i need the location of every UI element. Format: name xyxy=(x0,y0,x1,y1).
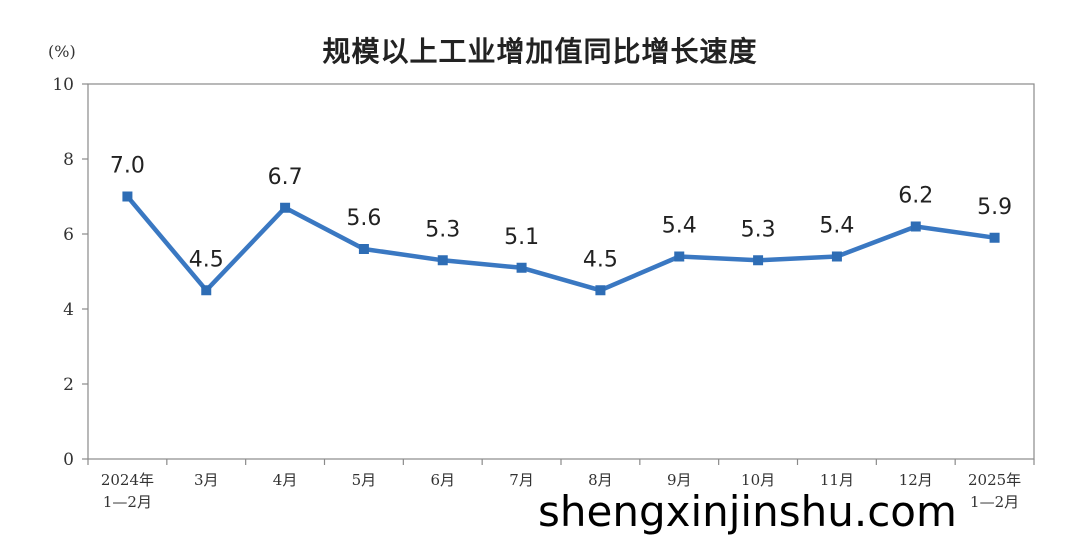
x-tick-label: 5月 xyxy=(352,471,377,489)
data-label: 6.2 xyxy=(898,184,933,209)
data-point xyxy=(595,285,606,296)
chart-title: 规模以上工业增加值同比增长速度 xyxy=(322,35,758,68)
x-tick-label: 8月 xyxy=(588,471,613,489)
x-tick-label: 11月 xyxy=(820,471,854,489)
x-tick-label-line: 1—2月 xyxy=(970,493,1019,511)
x-tick-label-line: 2025年 xyxy=(968,471,1021,489)
data-label: 5.3 xyxy=(741,217,776,242)
data-labels: 7.0 4.5 6.7 5.6 5.3 5.1 4.5 5.4 5.3 5.4 6.2 5.9 xyxy=(110,154,1012,273)
x-ticks: 2024年 1—2月 3月 4月 5月 6月 7月 8月 9月 10月 11月 12月 2025年 1—2… xyxy=(87,459,1035,511)
x-tick-label-line: 1—2月 xyxy=(103,493,152,511)
plot-frame xyxy=(87,83,1035,460)
x-tick-label: 6月 xyxy=(430,471,455,489)
data-point xyxy=(674,251,685,262)
x-tick-label: 7月 xyxy=(509,471,534,489)
x-tick-label: 9月 xyxy=(667,471,692,489)
x-tick-label-line: 4月 xyxy=(273,471,298,489)
x-tick-label: 2024年 1—2月 xyxy=(101,471,154,511)
x-tick-label-line: 5月 xyxy=(352,471,377,489)
y-ticks: 0 2 4 6 8 10 xyxy=(52,75,88,470)
watermark-text: shengxinjinshu.com xyxy=(538,487,957,536)
y-tick-label: 0 xyxy=(63,450,74,470)
x-tick-label-line: 10月 xyxy=(741,471,775,489)
x-tick-label-line: 7月 xyxy=(509,471,534,489)
axes-layer xyxy=(87,83,1035,460)
series-layer xyxy=(122,191,1000,296)
data-point xyxy=(201,285,212,296)
y-tick-label: 10 xyxy=(52,75,74,95)
data-label: 4.5 xyxy=(189,247,224,272)
x-tick-label-line: 6月 xyxy=(430,471,455,489)
data-point xyxy=(122,191,133,202)
data-point xyxy=(358,244,369,254)
data-label: 6.7 xyxy=(268,165,303,190)
data-label: 5.3 xyxy=(425,217,460,242)
data-label: 5.9 xyxy=(977,195,1012,220)
x-tick-label-line: 11月 xyxy=(820,471,854,489)
y-tick-label: 2 xyxy=(63,375,74,395)
x-tick-label: 3月 xyxy=(194,471,219,489)
x-tick-label-line: 2024年 xyxy=(101,471,154,489)
x-tick-label: 12月 xyxy=(899,471,933,489)
data-point xyxy=(280,202,291,213)
data-point xyxy=(516,262,527,273)
y-tick-label: 6 xyxy=(63,225,74,245)
data-label: 5.1 xyxy=(504,225,539,250)
x-tick-label-line: 3月 xyxy=(194,471,219,489)
y-tick-label: 8 xyxy=(63,150,74,170)
series-line xyxy=(125,194,997,293)
data-label: 5.4 xyxy=(819,214,854,239)
data-point xyxy=(910,221,921,232)
x-tick-label: 10月 xyxy=(741,471,775,489)
data-label: 7.0 xyxy=(110,154,145,179)
data-point xyxy=(831,251,842,262)
y-unit-label: (%) xyxy=(48,42,76,61)
data-label: 5.6 xyxy=(346,206,381,231)
y-tick-label: 4 xyxy=(63,300,74,320)
x-tick-label: 4月 xyxy=(273,471,298,489)
data-label: 4.5 xyxy=(583,247,618,272)
data-label: 5.4 xyxy=(662,214,697,239)
x-tick-label-line: 12月 xyxy=(899,471,933,489)
x-tick-label-line: 9月 xyxy=(667,471,692,489)
data-point xyxy=(989,232,1000,243)
data-point xyxy=(437,255,448,266)
data-point xyxy=(753,255,764,266)
x-tick-label: 2025年 1—2月 xyxy=(968,471,1021,511)
x-tick-label-line: 8月 xyxy=(588,471,613,489)
